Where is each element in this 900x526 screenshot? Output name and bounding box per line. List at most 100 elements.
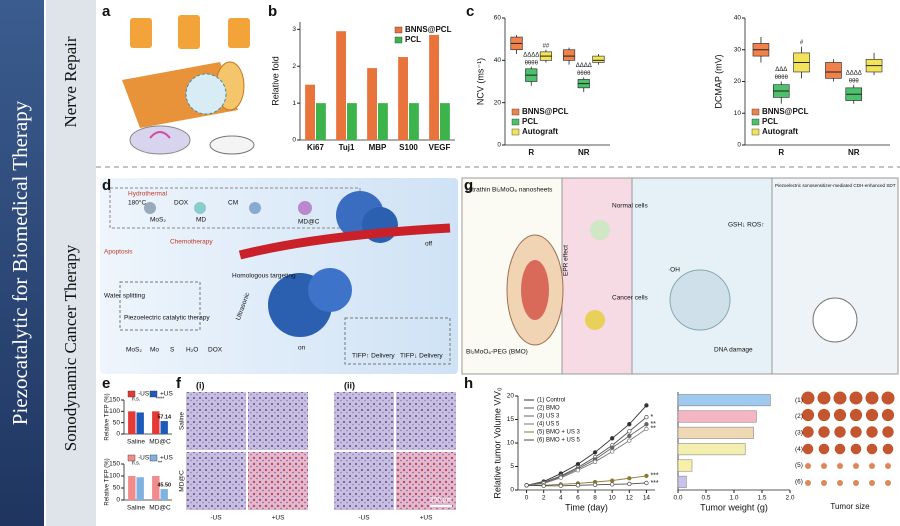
y-tick-label: 100 xyxy=(109,408,120,415)
panel-label: h xyxy=(464,375,473,392)
legend-label: (4) US 5 xyxy=(537,422,560,428)
category-label: (4) xyxy=(795,446,803,453)
bar xyxy=(305,84,315,140)
d-legend: Mo xyxy=(150,347,159,354)
panel-label: g xyxy=(464,177,473,194)
x-tick-label: 12 xyxy=(626,495,634,502)
f-col: +US xyxy=(420,515,433,522)
point xyxy=(644,422,649,427)
f-col: -US xyxy=(210,515,222,522)
tumor-size-label: Tumor size xyxy=(830,502,870,511)
point xyxy=(541,483,546,488)
g-text: EPR effect xyxy=(563,245,570,276)
series-line xyxy=(526,423,647,486)
point xyxy=(558,475,563,480)
tumor xyxy=(833,408,847,422)
f-col: +US xyxy=(272,515,285,522)
y-axis-label: Relative TIFP (%) xyxy=(105,393,111,440)
y-axis-label: Relative TIFP (%) xyxy=(105,458,111,505)
annotation: ΔΔΔ xyxy=(775,67,787,73)
tumor xyxy=(885,463,891,469)
scale-bar: 200 μm xyxy=(430,497,452,504)
g-text: Piezoelectric sonosensitizer-mediated CD… xyxy=(775,183,896,188)
y-tick-label: 5 xyxy=(510,463,514,470)
tumor xyxy=(834,443,846,455)
g-text: Ultrathin Bi₂MoO₆ nanosheets xyxy=(466,187,553,194)
g-text: Normal cells xyxy=(612,203,649,210)
annotation: ** xyxy=(650,421,656,428)
tumor xyxy=(885,480,891,486)
point xyxy=(627,476,632,481)
x-tick-label: NR xyxy=(578,148,590,157)
bar xyxy=(677,426,754,439)
panel-g-illustration xyxy=(461,177,899,375)
annotation: ΔΔΔΔ xyxy=(576,63,592,69)
bar xyxy=(409,103,419,140)
point xyxy=(644,426,649,432)
annotation: θθθθ xyxy=(775,75,789,81)
tumor xyxy=(866,443,878,455)
y-tick-label: 20 xyxy=(507,393,515,400)
annotation: *** xyxy=(650,473,658,480)
annotation: *** xyxy=(650,480,658,487)
x-tick-label: 2.0 xyxy=(785,495,794,502)
legend-swatch xyxy=(751,118,760,126)
legend-swatch xyxy=(511,108,520,116)
d-text: Water splitting xyxy=(104,293,145,300)
point xyxy=(627,481,632,487)
x-tick-label: S100 xyxy=(399,143,418,152)
series-line xyxy=(526,482,647,487)
legend-label: +US xyxy=(160,391,173,398)
panel-label: c xyxy=(466,3,474,20)
panel-d-illustration xyxy=(100,178,458,374)
tumor xyxy=(801,408,815,422)
y-tick-label: 1 xyxy=(292,100,296,107)
tumor xyxy=(805,463,811,469)
y-tick-label: 50 xyxy=(113,485,121,492)
x-tick-label: 2 xyxy=(542,495,546,502)
box xyxy=(592,55,605,63)
x-tick-label: Saline xyxy=(127,439,145,446)
legend-label: PCL xyxy=(762,117,778,126)
panel-label: d xyxy=(102,177,111,194)
bar xyxy=(347,103,357,140)
sidebar-title: Piezocatalytic for Biomedical Therapy xyxy=(8,100,32,425)
bar xyxy=(316,103,326,140)
tumor xyxy=(837,463,843,469)
y-tick-label: 30 xyxy=(734,46,742,53)
legend-swatch xyxy=(751,128,760,136)
point xyxy=(524,483,529,488)
tumor xyxy=(881,391,895,405)
y-tick-label: 150 xyxy=(109,397,120,404)
g-text: Bi₂MoO₆-PEG (BMO) xyxy=(466,349,528,356)
bar xyxy=(398,57,408,140)
point xyxy=(610,449,615,454)
legend-label: +US xyxy=(160,455,173,462)
d-text: CM xyxy=(228,200,238,207)
tumor xyxy=(865,408,879,422)
x-tick-label: Ki67 xyxy=(307,143,324,152)
tumor xyxy=(817,391,831,405)
tumor xyxy=(853,463,859,469)
legend-label: BNNS@PCL xyxy=(762,107,809,116)
y-tick-label: 0 xyxy=(292,137,296,144)
tumor xyxy=(850,426,862,438)
f-col: -US xyxy=(358,515,370,522)
bar xyxy=(128,411,136,434)
category-label: (3) xyxy=(795,430,803,437)
d-legend: DOX xyxy=(208,347,223,354)
legend-label: (2) BMO xyxy=(537,406,560,412)
x-tick-label: 8 xyxy=(593,495,597,502)
d-text: Piezoelectric catalytic therapy xyxy=(124,315,210,322)
point xyxy=(558,483,563,488)
bar xyxy=(152,476,160,500)
tumor xyxy=(882,426,894,438)
tumor xyxy=(849,408,863,422)
x-tick-label: Saline xyxy=(127,505,145,512)
legend-swatch xyxy=(127,454,136,462)
legend-swatch xyxy=(394,36,403,44)
d-legend: MoS₂ xyxy=(126,347,142,354)
d-text: Hydrothermal xyxy=(128,191,168,198)
g-text: DNA damage xyxy=(714,347,753,354)
